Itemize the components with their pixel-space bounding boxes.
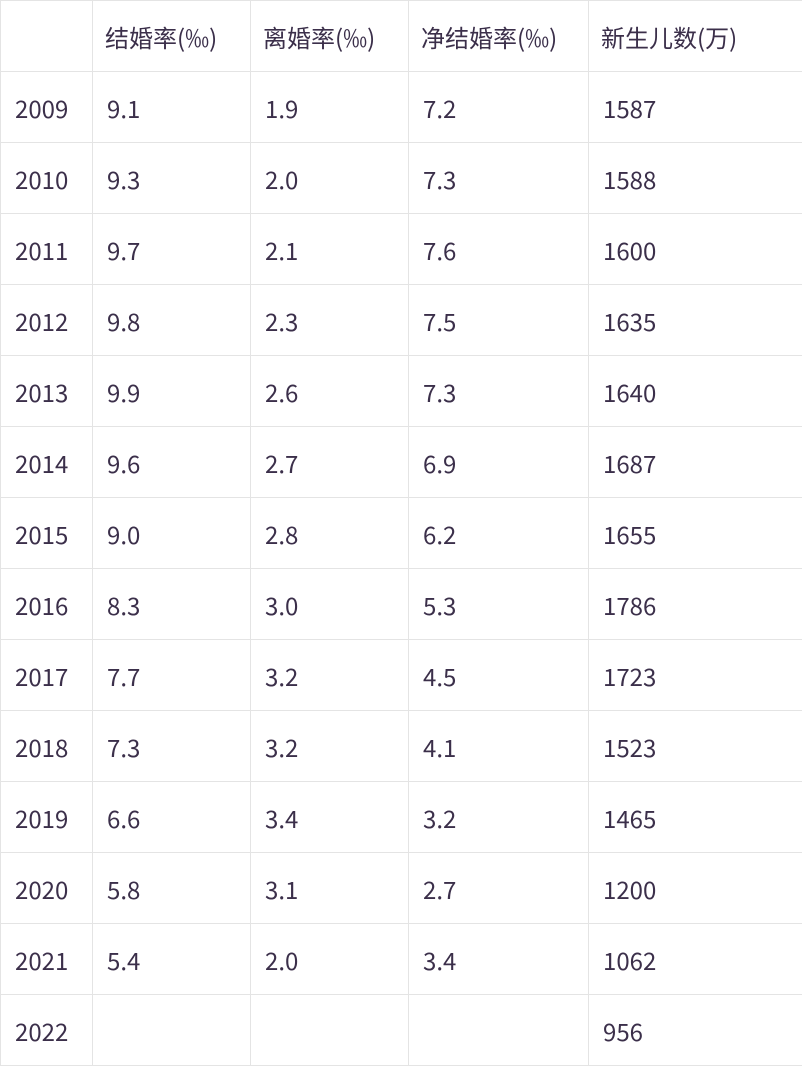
cell-year: 2010 [1,143,93,214]
cell-marriage: 5.8 [93,853,251,924]
col-header-divorce: 离婚率(‰) [251,1,409,72]
cell-births: 1588 [589,143,802,214]
cell-marriage: 9.7 [93,214,251,285]
cell-divorce: 2.3 [251,285,409,356]
cell-net: 7.2 [409,72,589,143]
cell-marriage: 7.7 [93,640,251,711]
table-row: 20129.82.37.51635 [1,285,802,356]
table-row: 20187.33.24.11523 [1,711,802,782]
table-header-row: 结婚率(‰) 离婚率(‰) 净结婚率(‰) 新生儿数(万) [1,1,802,72]
cell-net [409,995,589,1066]
cell-divorce: 3.4 [251,782,409,853]
cell-births: 1655 [589,498,802,569]
cell-net: 6.9 [409,427,589,498]
col-header-year [1,1,93,72]
cell-divorce: 2.6 [251,356,409,427]
cell-divorce: 2.1 [251,214,409,285]
cell-net: 3.2 [409,782,589,853]
table-row: 20119.72.17.61600 [1,214,802,285]
cell-marriage: 5.4 [93,924,251,995]
cell-divorce [251,995,409,1066]
table-row: 20215.42.03.41062 [1,924,802,995]
cell-net: 7.3 [409,143,589,214]
cell-year: 2020 [1,853,93,924]
cell-net: 4.5 [409,640,589,711]
cell-year: 2018 [1,711,93,782]
cell-births: 1523 [589,711,802,782]
cell-marriage: 8.3 [93,569,251,640]
table-row: 20205.83.12.71200 [1,853,802,924]
cell-net: 5.3 [409,569,589,640]
cell-births: 1723 [589,640,802,711]
cell-births: 1062 [589,924,802,995]
cell-net: 3.4 [409,924,589,995]
cell-divorce: 3.0 [251,569,409,640]
table-row: 20139.92.67.31640 [1,356,802,427]
cell-net: 7.3 [409,356,589,427]
col-header-births: 新生儿数(万) [589,1,802,72]
col-header-net: 净结婚率(‰) [409,1,589,72]
cell-births: 1465 [589,782,802,853]
cell-net: 6.2 [409,498,589,569]
cell-births: 1600 [589,214,802,285]
cell-net: 4.1 [409,711,589,782]
cell-divorce: 3.2 [251,640,409,711]
cell-divorce: 2.0 [251,143,409,214]
cell-divorce: 3.2 [251,711,409,782]
cell-marriage: 9.6 [93,427,251,498]
cell-births: 1587 [589,72,802,143]
cell-marriage: 9.9 [93,356,251,427]
cell-marriage: 9.8 [93,285,251,356]
cell-marriage: 9.0 [93,498,251,569]
cell-year: 2014 [1,427,93,498]
cell-year: 2016 [1,569,93,640]
cell-marriage: 9.3 [93,143,251,214]
cell-births: 1640 [589,356,802,427]
table-row: 20177.73.24.51723 [1,640,802,711]
cell-divorce: 3.1 [251,853,409,924]
cell-divorce: 1.9 [251,72,409,143]
cell-births: 1786 [589,569,802,640]
data-table: 结婚率(‰) 离婚率(‰) 净结婚率(‰) 新生儿数(万) 20099.11.9… [0,0,802,1066]
cell-year: 2022 [1,995,93,1066]
table-row: 20168.33.05.31786 [1,569,802,640]
cell-year: 2019 [1,782,93,853]
cell-marriage: 9.1 [93,72,251,143]
cell-births: 1200 [589,853,802,924]
table-row: 20109.32.07.31588 [1,143,802,214]
cell-births: 1687 [589,427,802,498]
cell-year: 2015 [1,498,93,569]
cell-divorce: 2.8 [251,498,409,569]
cell-divorce: 2.7 [251,427,409,498]
table-row: 20159.02.86.21655 [1,498,802,569]
cell-year: 2017 [1,640,93,711]
cell-year: 2013 [1,356,93,427]
cell-year: 2012 [1,285,93,356]
cell-marriage: 7.3 [93,711,251,782]
table-row: 20196.63.43.21465 [1,782,802,853]
cell-net: 7.5 [409,285,589,356]
cell-year: 2021 [1,924,93,995]
cell-year: 2009 [1,72,93,143]
cell-divorce: 2.0 [251,924,409,995]
cell-births: 1635 [589,285,802,356]
col-header-marriage: 结婚率(‰) [93,1,251,72]
table-body: 20099.11.97.2158720109.32.07.3158820119.… [1,72,802,1066]
table-row: 20149.62.76.91687 [1,427,802,498]
cell-net: 2.7 [409,853,589,924]
cell-year: 2011 [1,214,93,285]
cell-births: 956 [589,995,802,1066]
cell-marriage: 6.6 [93,782,251,853]
cell-net: 7.6 [409,214,589,285]
table-row: 2022 956 [1,995,802,1066]
cell-marriage [93,995,251,1066]
table-row: 20099.11.97.21587 [1,72,802,143]
